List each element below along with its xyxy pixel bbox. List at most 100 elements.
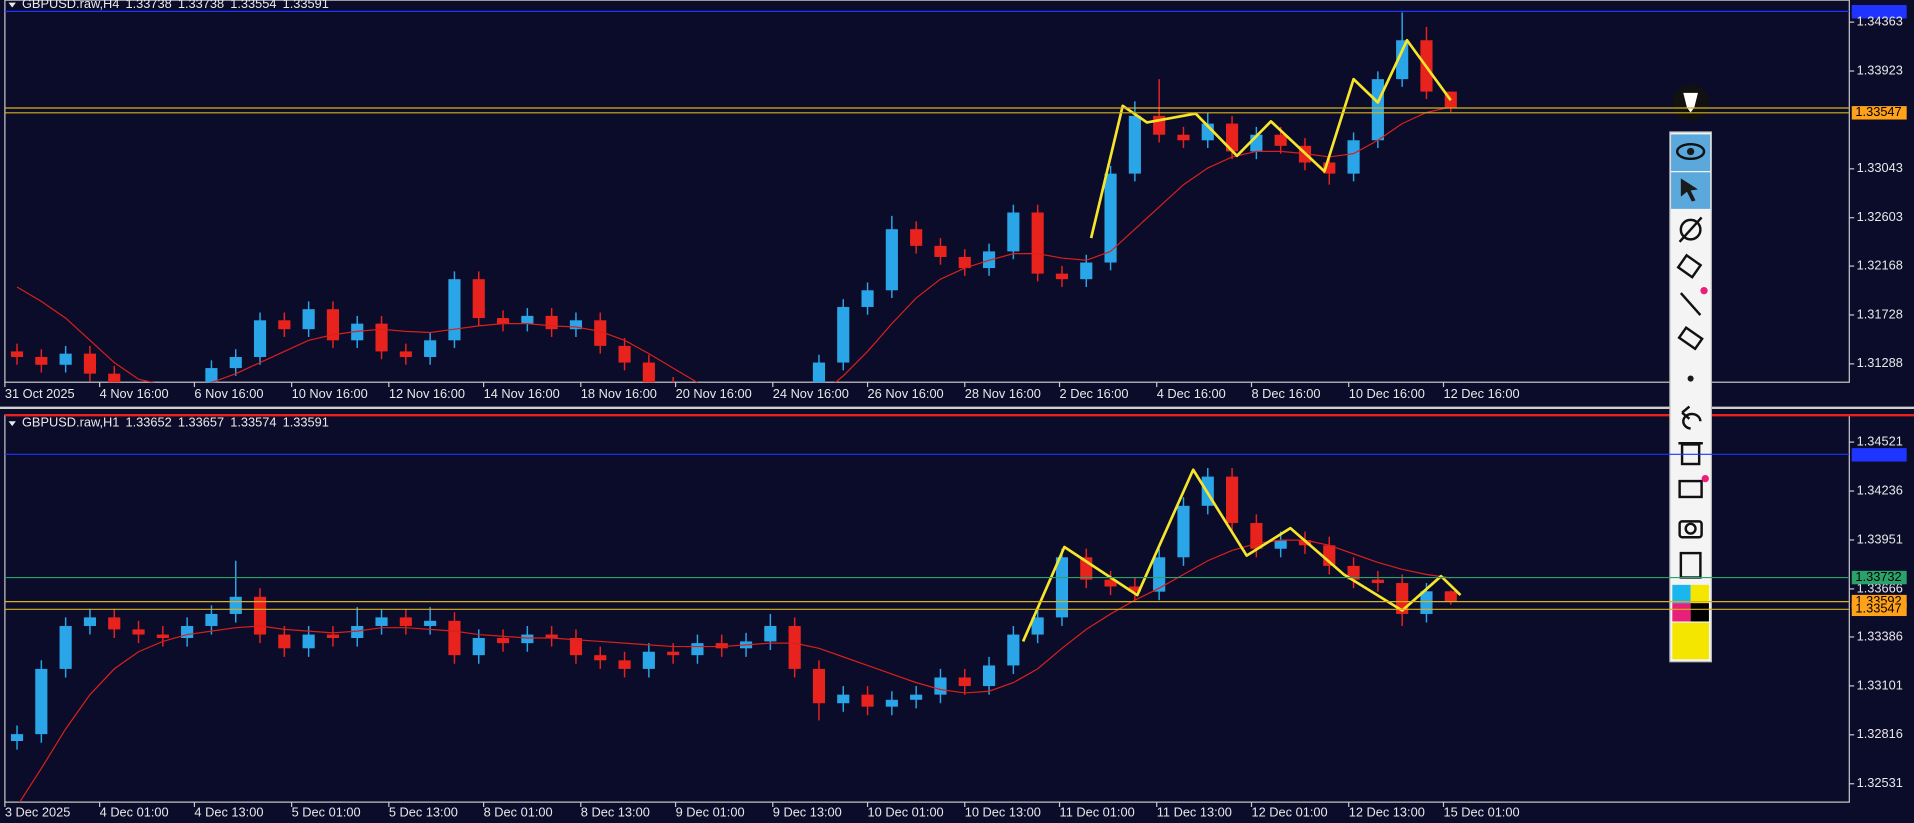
candle-body	[375, 617, 388, 626]
candle-body	[1444, 591, 1457, 602]
ohlc-value: 1.33652	[126, 415, 172, 430]
x-tick-label: 15 Dec 01:00	[1443, 804, 1519, 819]
candle-body	[448, 279, 461, 341]
undo-button[interactable]	[1681, 405, 1702, 430]
chart-layer	[10, 12, 1457, 383]
h1-plot-area[interactable]	[4, 414, 1850, 803]
color-swatch[interactable]	[1690, 584, 1709, 604]
candle-body	[764, 625, 777, 642]
color-swatch[interactable]	[1672, 584, 1691, 604]
candle-body	[59, 353, 72, 365]
candle-body	[59, 625, 72, 669]
candle-body	[448, 620, 461, 656]
price-tag-label: 1.33547	[1855, 601, 1901, 616]
candle-body	[521, 315, 534, 324]
candle-body	[326, 309, 340, 341]
y-tick-label: 1.33951	[1857, 531, 1903, 546]
candle-body	[1371, 579, 1384, 584]
candle-body	[108, 373, 121, 383]
x-tick-label: 18 Nov 16:00	[581, 386, 657, 401]
x-tick-label: 10 Dec 16:00	[1349, 386, 1425, 401]
candle-body	[958, 677, 971, 687]
x-tick-label: 4 Dec 16:00	[1157, 386, 1226, 401]
brush-button[interactable]	[1676, 253, 1703, 279]
x-tick-label: 9 Dec 01:00	[676, 804, 745, 819]
x-tick-label: 31 Oct 2025	[5, 386, 75, 401]
line-tool-button[interactable]	[1679, 292, 1702, 316]
hide-button[interactable]	[1679, 218, 1702, 241]
x-tick-label: 24 Nov 16:00	[773, 386, 849, 401]
x-tick-label: 14 Nov 16:00	[484, 386, 560, 401]
collapse-icon[interactable]	[8, 421, 16, 427]
candle-body	[10, 351, 24, 357]
ohlc-value: 1.33554	[230, 0, 276, 11]
candle-body	[472, 279, 485, 319]
x-tick-label: 3 Dec 2025	[5, 804, 70, 819]
color-swatch[interactable]	[1672, 603, 1691, 622]
x-tick-label: 4 Nov 16:00	[100, 386, 169, 401]
x-tick-label: 11 Dec 13:00	[1157, 804, 1232, 819]
point-size-button[interactable]	[1687, 375, 1694, 382]
candle-body	[10, 734, 24, 741]
y-tick-label: 1.32168	[1857, 257, 1903, 272]
x-tick-label: 26 Nov 16:00	[868, 386, 944, 401]
y-tick-label: 1.33043	[1857, 160, 1903, 175]
candle-body	[910, 694, 923, 700]
x-tick-label: 8 Dec 16:00	[1252, 386, 1321, 401]
candle-body	[934, 245, 947, 257]
x-tick-label: 12 Dec 13:00	[1349, 804, 1425, 819]
template-button[interactable]	[1678, 479, 1703, 499]
x-tick-label: 10 Dec 13:00	[965, 804, 1041, 819]
chart-header: GBPUSD.raw,H1 1.33652 1.33657 1.33574 1.3359…	[22, 415, 329, 430]
candle-body	[35, 668, 48, 735]
screenshot-button[interactable]	[1678, 520, 1703, 539]
candle-body	[1177, 505, 1190, 558]
candle-body	[861, 694, 874, 707]
cursor-icon	[1680, 178, 1698, 202]
price-tag	[1851, 602, 1907, 617]
candle-body	[861, 290, 874, 307]
color-swatch[interactable]	[1690, 603, 1709, 622]
candle-body	[594, 320, 607, 346]
candle-body	[108, 617, 121, 630]
candle-body	[1153, 557, 1166, 592]
active-color[interactable]	[1672, 622, 1709, 660]
candle-body	[1225, 123, 1239, 152]
price-tag	[1851, 106, 1907, 120]
x-tick-label: 5 Dec 13:00	[389, 804, 458, 819]
candle-body	[885, 229, 898, 291]
y-tick-label: 1.34236	[1857, 482, 1903, 497]
ohlc-value: 1.33591	[283, 415, 329, 430]
candle-body	[521, 634, 534, 644]
candle-body	[1055, 557, 1069, 618]
hide-slash	[1678, 216, 1703, 243]
y-tick-label: 1.33386	[1857, 628, 1903, 643]
price-tag	[1851, 570, 1907, 585]
candle-body	[156, 634, 169, 638]
symbol: GBPUSD.raw,H1	[22, 415, 119, 430]
y-tick-label: 1.33923	[1857, 62, 1903, 77]
eraser-button[interactable]	[1677, 325, 1704, 351]
candle-body	[934, 677, 947, 695]
candle-body	[1420, 591, 1433, 614]
candle-body	[253, 596, 267, 635]
candle-body	[667, 651, 680, 656]
candle-body	[812, 668, 826, 704]
candle-body	[1347, 565, 1360, 580]
y-tick-label: 1.31728	[1857, 306, 1903, 321]
candle-body	[1347, 140, 1360, 174]
chart-header: GBPUSD.raw,H4 1.33738 1.33738 1.33554 1.3359…	[22, 0, 329, 11]
price-tag-label: 1.33732	[1855, 569, 1901, 584]
candle-body	[1104, 173, 1117, 263]
candle-body	[1007, 634, 1020, 666]
candle-body	[1250, 522, 1263, 549]
x-tick-label: 5 Dec 01:00	[292, 804, 361, 819]
collapse-icon[interactable]	[8, 2, 16, 8]
candle-body	[35, 356, 48, 365]
eye-pupil	[1686, 147, 1695, 156]
ohlc-value: 1.33738	[178, 0, 224, 11]
candle-body	[1007, 212, 1020, 252]
candle-body	[424, 340, 437, 357]
candle-body	[399, 351, 412, 357]
candle-body	[302, 309, 315, 330]
